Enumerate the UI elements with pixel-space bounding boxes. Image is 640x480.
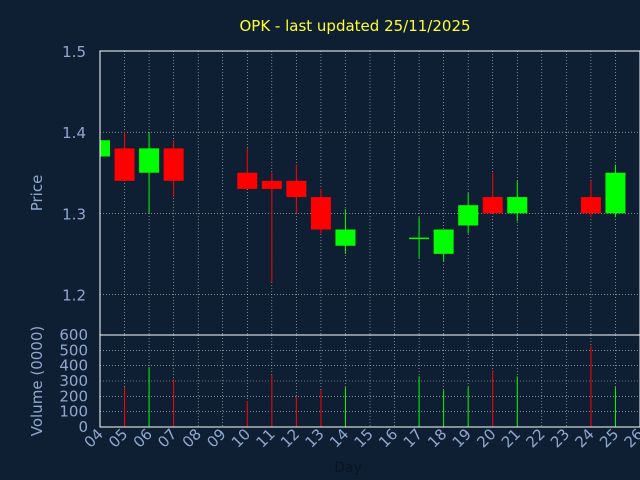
- x-tick-label: 08: [179, 425, 205, 451]
- x-tick-label: 15: [351, 425, 377, 451]
- x-tick-label: 06: [130, 425, 156, 451]
- candle-body: [310, 197, 331, 230]
- x-tick-label: 12: [277, 425, 303, 451]
- x-tick-label: 25: [596, 425, 622, 451]
- candle-body: [114, 148, 135, 181]
- x-tick-label: 26: [621, 425, 640, 451]
- candle-body: [286, 180, 307, 198]
- candle-body: [580, 197, 601, 214]
- x-tick-label: 23: [547, 425, 573, 451]
- price-y-tick-label: 1.2: [62, 286, 86, 304]
- candle-body: [605, 172, 626, 214]
- candle-body: [482, 197, 503, 214]
- volume-y-tick-label: 500: [59, 341, 88, 359]
- candle-body: [237, 172, 258, 189]
- price-grid: [99, 50, 640, 335]
- price-y-tick-label: 1.4: [62, 124, 86, 142]
- x-tick-label: 19: [449, 425, 475, 451]
- x-tick-label: 09: [203, 425, 229, 451]
- x-tick-label: 14: [326, 425, 352, 451]
- volume-y-tick-label: 400: [59, 357, 88, 375]
- x-tick-label: 11: [252, 425, 278, 451]
- volume-y-tick-label: 300: [59, 372, 88, 390]
- x-tick-label: 10: [228, 425, 254, 451]
- candle-body: [335, 229, 356, 246]
- x-tick-label: 13: [302, 425, 328, 451]
- price-candles: [99, 132, 626, 283]
- x-tick-label: 05: [105, 425, 131, 451]
- volume-y-tick-label: 0: [78, 418, 88, 436]
- candle-body: [458, 205, 479, 226]
- price-panel: 1.2 1.3 1.4 1.5: [62, 43, 640, 336]
- candle-body: [409, 237, 430, 240]
- x-tick-label: 18: [424, 425, 450, 451]
- x-tick-label: 21: [498, 425, 524, 451]
- chart-title: OPK - last updated 25/11/2025: [239, 17, 470, 35]
- x-tick-label: 07: [154, 425, 180, 451]
- candle-body: [163, 148, 184, 181]
- candle-body: [139, 148, 160, 173]
- price-y-tick-labels: 1.2 1.3 1.4 1.5: [62, 43, 86, 304]
- price-axis-label: Price: [28, 175, 46, 212]
- candle-body: [433, 229, 454, 254]
- x-axis-label: Day: [334, 460, 362, 476]
- x-tick-label: 24: [572, 425, 598, 451]
- volume-axis-label: Volume (0000): [28, 326, 46, 436]
- price-y-tick-label: 1.5: [62, 43, 86, 61]
- volume-grid: [99, 334, 640, 428]
- price-y-tick-label: 1.3: [62, 205, 86, 223]
- volume-plot-frame: [99, 334, 640, 428]
- volume-bars: [124, 345, 616, 427]
- candle-body: [507, 197, 528, 214]
- x-tick-label: 16: [375, 425, 401, 451]
- volume-y-tick-label: 200: [59, 387, 88, 405]
- x-tick-label: 20: [473, 425, 499, 451]
- volume-y-tick-label: 100: [59, 403, 88, 421]
- x-tick-label: 22: [522, 425, 548, 451]
- candle-body: [261, 180, 282, 189]
- volume-y-tick-label: 600: [59, 326, 88, 344]
- x-tick-label: 17: [400, 425, 426, 451]
- candle-body: [100, 140, 110, 157]
- x-tick-labels: 0405060708091011121314151617181920212223…: [81, 425, 640, 451]
